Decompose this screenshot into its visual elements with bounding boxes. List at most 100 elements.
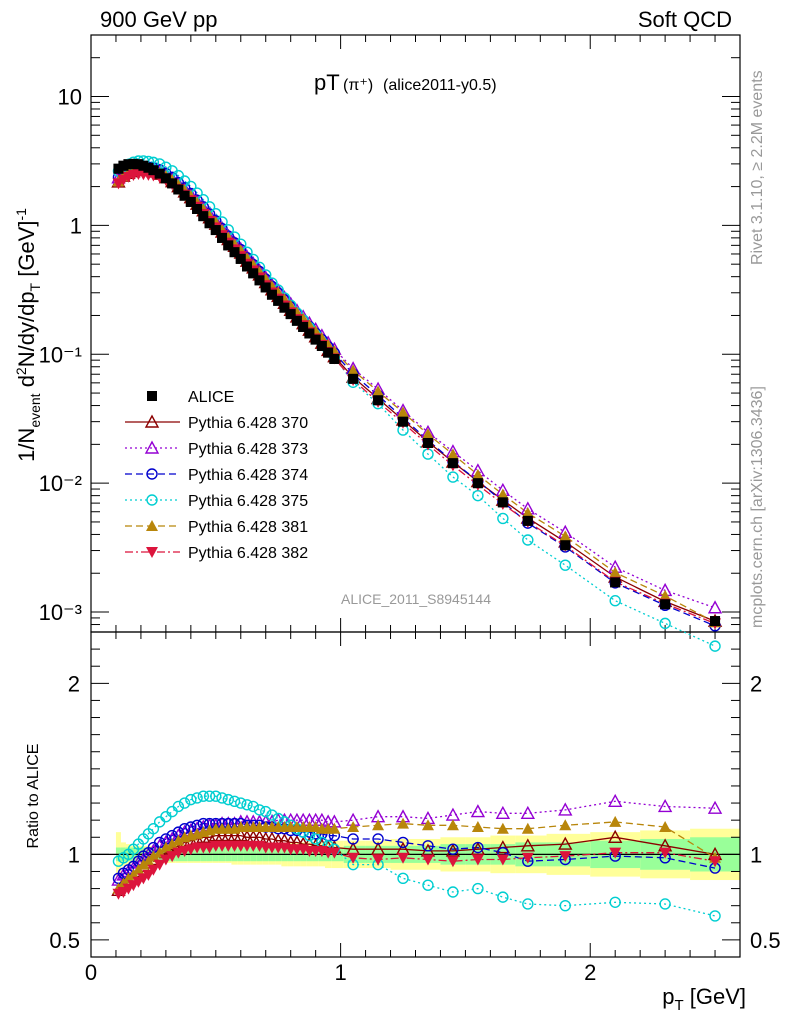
mc-point-ratio (496, 822, 509, 834)
mc-point-ratio (260, 805, 272, 818)
mc-point-ratio (137, 858, 150, 870)
mc-point-ratio (495, 840, 511, 854)
mc-point-top (446, 448, 459, 460)
mc-point-top (522, 534, 534, 546)
legend-marker (144, 440, 160, 454)
mc-point-ratio (559, 819, 572, 831)
legend-marker (144, 414, 160, 428)
mc-point-ratio (372, 833, 384, 845)
alice-data-point (242, 261, 253, 272)
alice-data-point (248, 268, 259, 279)
mc-point-top (709, 640, 721, 652)
mc-point-ratio (421, 854, 434, 866)
mc-point-ratio (559, 899, 571, 912)
alice-data-point (660, 599, 671, 610)
alice-data-point (279, 302, 290, 313)
mc-point-top (471, 468, 484, 480)
alice-data-point (173, 184, 184, 195)
mc-point-ratio (397, 872, 409, 885)
alice-data-point (266, 289, 277, 300)
mc-point-ratio (347, 852, 360, 864)
mc-point-ratio (471, 821, 484, 832)
header-left: 900 GeV pp (100, 7, 217, 32)
y-tick-label: 10 (58, 84, 82, 109)
alice-data-point (154, 168, 165, 179)
mc-point-top (609, 595, 621, 607)
mc-point-ratio (253, 804, 266, 816)
x-axis-label-sub: T (674, 997, 683, 1014)
mc-point-ratio (397, 817, 410, 829)
mc-point-ratio (147, 823, 160, 835)
mc-point-top (497, 512, 509, 525)
mc-point-ratio (185, 793, 197, 806)
legend-marker (146, 468, 158, 480)
legend-marker (146, 547, 158, 558)
mc-point-ratio (397, 852, 410, 864)
mc-point-ratio (347, 821, 360, 832)
mc-point-ratio (471, 854, 484, 866)
series-line-top (118, 160, 716, 647)
data-markers (111, 155, 723, 922)
y-tick-label: 10⁻² (39, 471, 82, 496)
alice-data-point (210, 225, 221, 236)
mc-point-ratio (159, 841, 172, 853)
mc-point-top (559, 530, 572, 542)
y-axis-label-top-text: 1/Nevent d2N/dy/dpT [GeV]-1 (13, 208, 43, 462)
alice-data-point (398, 416, 409, 427)
mc-point-ratio (472, 841, 484, 854)
mc-point-ratio (421, 819, 434, 831)
mc-point-ratio (397, 836, 409, 849)
alice-data-point (329, 353, 340, 364)
alice-data-point (522, 515, 533, 526)
series-line-ratio (118, 795, 716, 917)
mc-point-ratio (153, 816, 166, 828)
alice-data-point (710, 616, 721, 627)
y-tick-label: 1 (70, 213, 82, 238)
legend-label: Pythia 6.428 381 (188, 519, 308, 536)
mc-point-ratio (372, 854, 385, 866)
alice-data-point (192, 203, 203, 214)
mc-point-ratio (178, 797, 191, 809)
mc-point-ratio (495, 805, 511, 820)
mc-point-ratio (470, 804, 486, 818)
alice-data-point (204, 218, 215, 229)
mc-point-ratio (659, 898, 671, 910)
mc-point-ratio (522, 898, 534, 910)
mc-point-ratio (657, 799, 673, 813)
alice-data-point (472, 478, 483, 489)
alice-data-point (610, 577, 621, 588)
alice-data-point (179, 190, 190, 201)
alice-data-point (316, 340, 327, 351)
alice-data-point (373, 395, 384, 406)
y-tick-label: 10⁻¹ (39, 342, 82, 367)
y-axis-label-top: 1/Nevent d2N/dy/dpT [GeV]-1 (13, 208, 43, 462)
alice-data-point (285, 309, 296, 320)
mc-point-top (496, 488, 509, 500)
mc-point-ratio (707, 800, 723, 814)
mc-point-ratio (659, 821, 672, 832)
mc-point-ratio (446, 819, 459, 831)
analysis-watermark: ALICE_2011_S8945144 (341, 591, 491, 607)
mc-point-ratio (166, 838, 179, 850)
alice-data-point (260, 282, 271, 293)
mc-point-ratio (328, 847, 341, 859)
x-axis-label-p: p (662, 984, 674, 1009)
alice-data-point (298, 321, 309, 332)
mc-point-ratio (147, 864, 160, 876)
mc-point-ratio (558, 802, 573, 816)
legend: ALICE Pythia 6.428 370 Pythia 6.428 373 Pyt… (125, 389, 308, 562)
alice-data-point (235, 253, 246, 264)
mc-point-top (659, 617, 671, 630)
x-tick-label: 0 (85, 960, 97, 985)
mc-point-ratio (197, 790, 210, 802)
legend-label: Pythia 6.428 373 (188, 441, 308, 458)
rivet-label: Rivet 3.1.10, ≥ 2.2M events (749, 70, 766, 265)
mc-point-ratio (142, 869, 155, 881)
alice-data-point (304, 328, 315, 339)
mc-point-ratio (247, 800, 259, 813)
mc-point-ratio (309, 833, 322, 845)
y-axis-label-bottom: Ratio to ALICE (25, 744, 42, 849)
alice-data-point (185, 196, 196, 207)
alice-data-point (447, 458, 458, 469)
header-right: Soft QCD (638, 7, 732, 32)
